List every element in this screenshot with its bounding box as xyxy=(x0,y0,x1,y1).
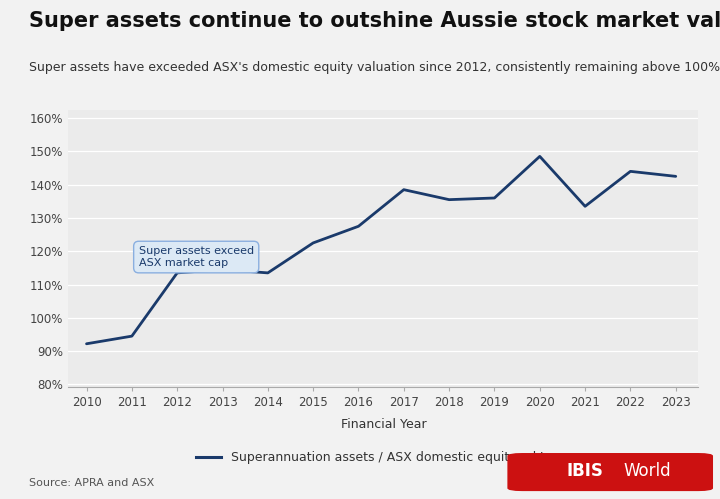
Legend: Superannuation assets / ASX domestic equity mkt cap: Superannuation assets / ASX domestic equ… xyxy=(191,446,576,469)
Text: Source: APRA and ASX: Source: APRA and ASX xyxy=(29,478,154,488)
X-axis label: Financial Year: Financial Year xyxy=(341,418,426,431)
Text: World: World xyxy=(623,463,671,481)
Text: Super assets have exceeded ASX's domestic equity valuation since 2012, consisten: Super assets have exceeded ASX's domesti… xyxy=(29,61,720,74)
Text: IBIS: IBIS xyxy=(566,463,603,481)
Text: Super assets exceed
ASX market cap: Super assets exceed ASX market cap xyxy=(139,246,253,270)
FancyBboxPatch shape xyxy=(508,453,713,491)
Text: Super assets continue to outshine Aussie stock market value: Super assets continue to outshine Aussie… xyxy=(29,11,720,31)
